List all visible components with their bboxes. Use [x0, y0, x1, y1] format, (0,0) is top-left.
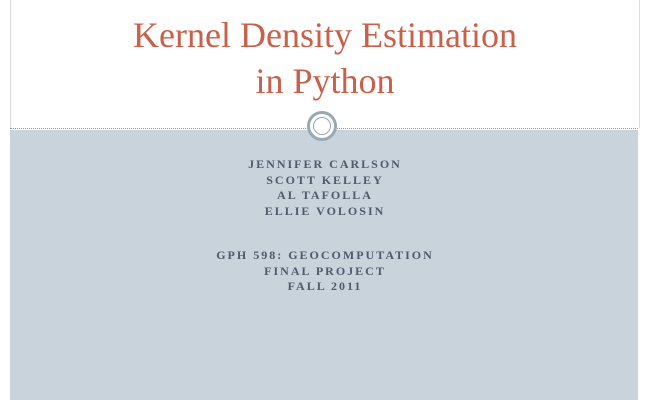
title: in Python: [255, 61, 395, 101]
title-panel: [10, 0, 640, 128]
author: SCOTT KELLEY: [266, 172, 384, 187]
course-line: FALL 2011: [287, 279, 363, 293]
course-line: GPH 598: GEOCOMPUTATION: [216, 248, 434, 262]
course-line: FINAL PROJECT: [264, 263, 386, 278]
author: JENNIFER CARLSON: [248, 157, 402, 171]
author: ELLIE VOLOSIN: [264, 203, 386, 218]
subtitle-panel: [10, 130, 638, 400]
course-info: GPH 598: GEOCOMPUTATION FINAL PROJECT FALL…: [0, 248, 650, 295]
authors: JENNIFER CARLSON SCOTT KELLEY AL TAFOLLA EL…: [0, 157, 650, 219]
author: AL TAFOLLA: [277, 188, 373, 202]
ornament: [307, 111, 337, 141]
title: Kernel Density Estimation: [133, 15, 517, 55]
